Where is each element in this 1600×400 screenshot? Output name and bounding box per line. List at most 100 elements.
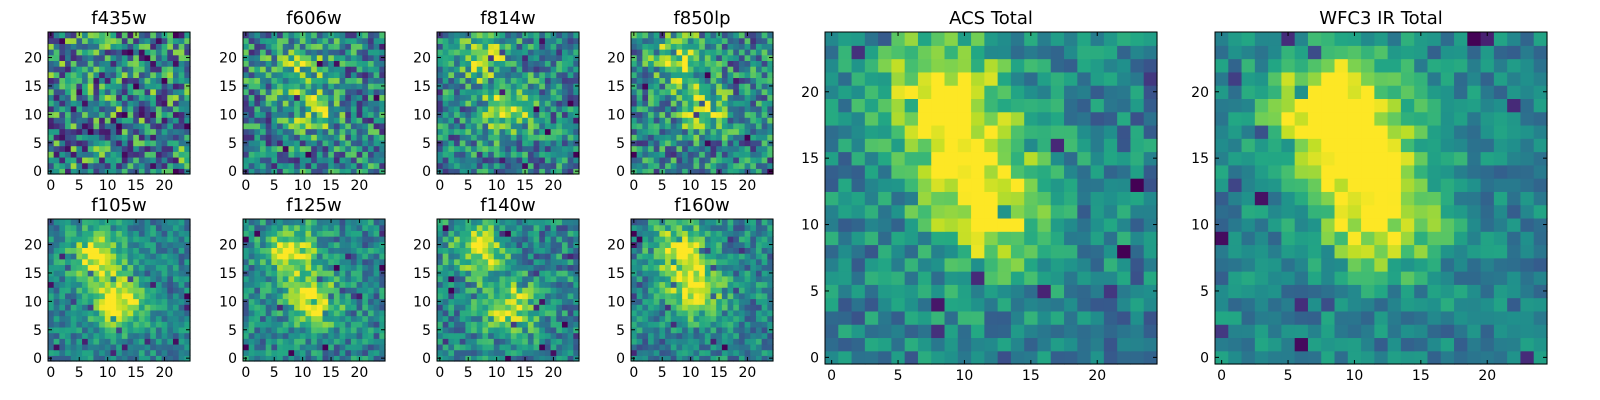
heatmap-cell <box>299 77 307 84</box>
heatmap-cell <box>138 77 146 84</box>
heatmap-cell <box>693 315 700 322</box>
heatmap-cell <box>567 355 574 362</box>
heatmap-cell <box>676 139 683 147</box>
y-tick-label: 0 <box>422 351 431 367</box>
heatmap-cell <box>750 43 757 50</box>
heatmap-cell <box>155 315 163 322</box>
heatmap-cell <box>710 122 717 130</box>
heatmap-cell <box>636 168 643 175</box>
heatmap-cell <box>76 298 83 305</box>
heatmap-cell <box>721 326 729 334</box>
heatmap-cell <box>499 349 506 356</box>
heatmap-cell <box>659 77 666 84</box>
heatmap-cell <box>277 253 284 260</box>
heatmap-cell <box>65 37 72 44</box>
heatmap-cell <box>282 253 290 260</box>
heatmap-cell <box>243 349 250 356</box>
heatmap-cell <box>345 134 352 141</box>
heatmap-cell <box>642 292 649 300</box>
heatmap-cell <box>527 100 535 107</box>
heatmap-cell <box>110 304 117 311</box>
heatmap-cell <box>299 145 307 152</box>
heatmap-cell <box>265 270 272 277</box>
heatmap-cell <box>704 304 712 311</box>
heatmap-cell <box>362 315 369 322</box>
heatmap-cell <box>161 270 168 277</box>
heatmap-cell <box>362 258 369 266</box>
heatmap-cell <box>550 66 557 73</box>
heatmap-cell <box>305 83 312 90</box>
heatmap-cell <box>254 145 261 152</box>
heatmap-cell <box>648 168 655 175</box>
heatmap-cell <box>243 122 250 130</box>
heatmap-cell <box>454 343 461 351</box>
heatmap-cell <box>750 77 757 84</box>
heatmap-cell <box>499 168 506 175</box>
heatmap-cell <box>277 247 284 254</box>
heatmap-cell <box>76 162 83 169</box>
heatmap-cell <box>499 304 506 311</box>
heatmap-cell <box>755 304 763 311</box>
heatmap-cell <box>87 94 95 101</box>
heatmap-cell <box>110 117 117 124</box>
heatmap-cell <box>93 139 100 147</box>
heatmap-cell <box>311 287 318 294</box>
heatmap-cell <box>305 236 312 243</box>
heatmap-cell <box>99 275 106 283</box>
heatmap-cell <box>59 315 66 322</box>
heatmap-cell <box>704 332 712 339</box>
heatmap-cell <box>693 321 700 328</box>
heatmap-cell <box>87 105 95 113</box>
heatmap-cell <box>155 162 163 169</box>
heatmap-cell <box>53 281 60 288</box>
heatmap-cell <box>99 247 106 254</box>
heatmap-cell <box>248 241 255 248</box>
heatmap-cell <box>260 145 267 152</box>
heatmap-cell <box>333 105 341 113</box>
heatmap-cell <box>87 88 95 96</box>
heatmap-cell <box>527 145 535 152</box>
heatmap-cell <box>345 247 352 254</box>
heatmap-cell <box>254 60 261 67</box>
heatmap-cell <box>379 117 386 124</box>
heatmap-cell <box>248 54 255 61</box>
heatmap-cell <box>533 258 540 266</box>
heatmap-cell <box>356 139 363 147</box>
heatmap-cell <box>465 349 472 356</box>
heatmap-cell <box>339 105 346 113</box>
heatmap-cell <box>299 54 307 61</box>
heatmap-cell <box>59 43 66 50</box>
heatmap-cell <box>65 122 72 130</box>
heatmap-cell <box>750 105 757 113</box>
heatmap-cell <box>59 338 66 345</box>
heatmap-cell <box>522 43 529 50</box>
heatmap-cell <box>282 54 290 61</box>
heatmap-cell <box>693 156 700 164</box>
heatmap-cell <box>144 60 151 67</box>
heatmap-cell <box>561 264 569 271</box>
heatmap-cell <box>373 309 380 317</box>
heatmap-cell <box>76 43 83 50</box>
heatmap-cell <box>294 60 301 67</box>
heatmap-cell <box>161 264 168 271</box>
y-tick-label: 10 <box>219 294 237 310</box>
heatmap-cell <box>539 54 546 61</box>
heatmap-cell <box>271 304 278 311</box>
heatmap-cell <box>59 321 66 328</box>
heatmap-cell <box>99 128 106 135</box>
heatmap-cell <box>172 77 180 84</box>
heatmap-cell <box>184 253 191 260</box>
heatmap-cell <box>482 219 489 226</box>
heatmap-cell <box>316 275 324 283</box>
heatmap-cell <box>53 253 60 260</box>
heatmap-cell <box>248 43 255 50</box>
heatmap-cell <box>167 32 174 39</box>
heatmap-cell <box>254 128 261 135</box>
heatmap-cell <box>653 37 660 44</box>
heatmap-cell <box>471 355 478 362</box>
heatmap-cell <box>682 88 689 96</box>
heatmap-cell <box>670 54 678 61</box>
heatmap-cell <box>265 298 272 305</box>
heatmap-cell <box>561 117 569 124</box>
heatmap-cell <box>544 151 552 158</box>
